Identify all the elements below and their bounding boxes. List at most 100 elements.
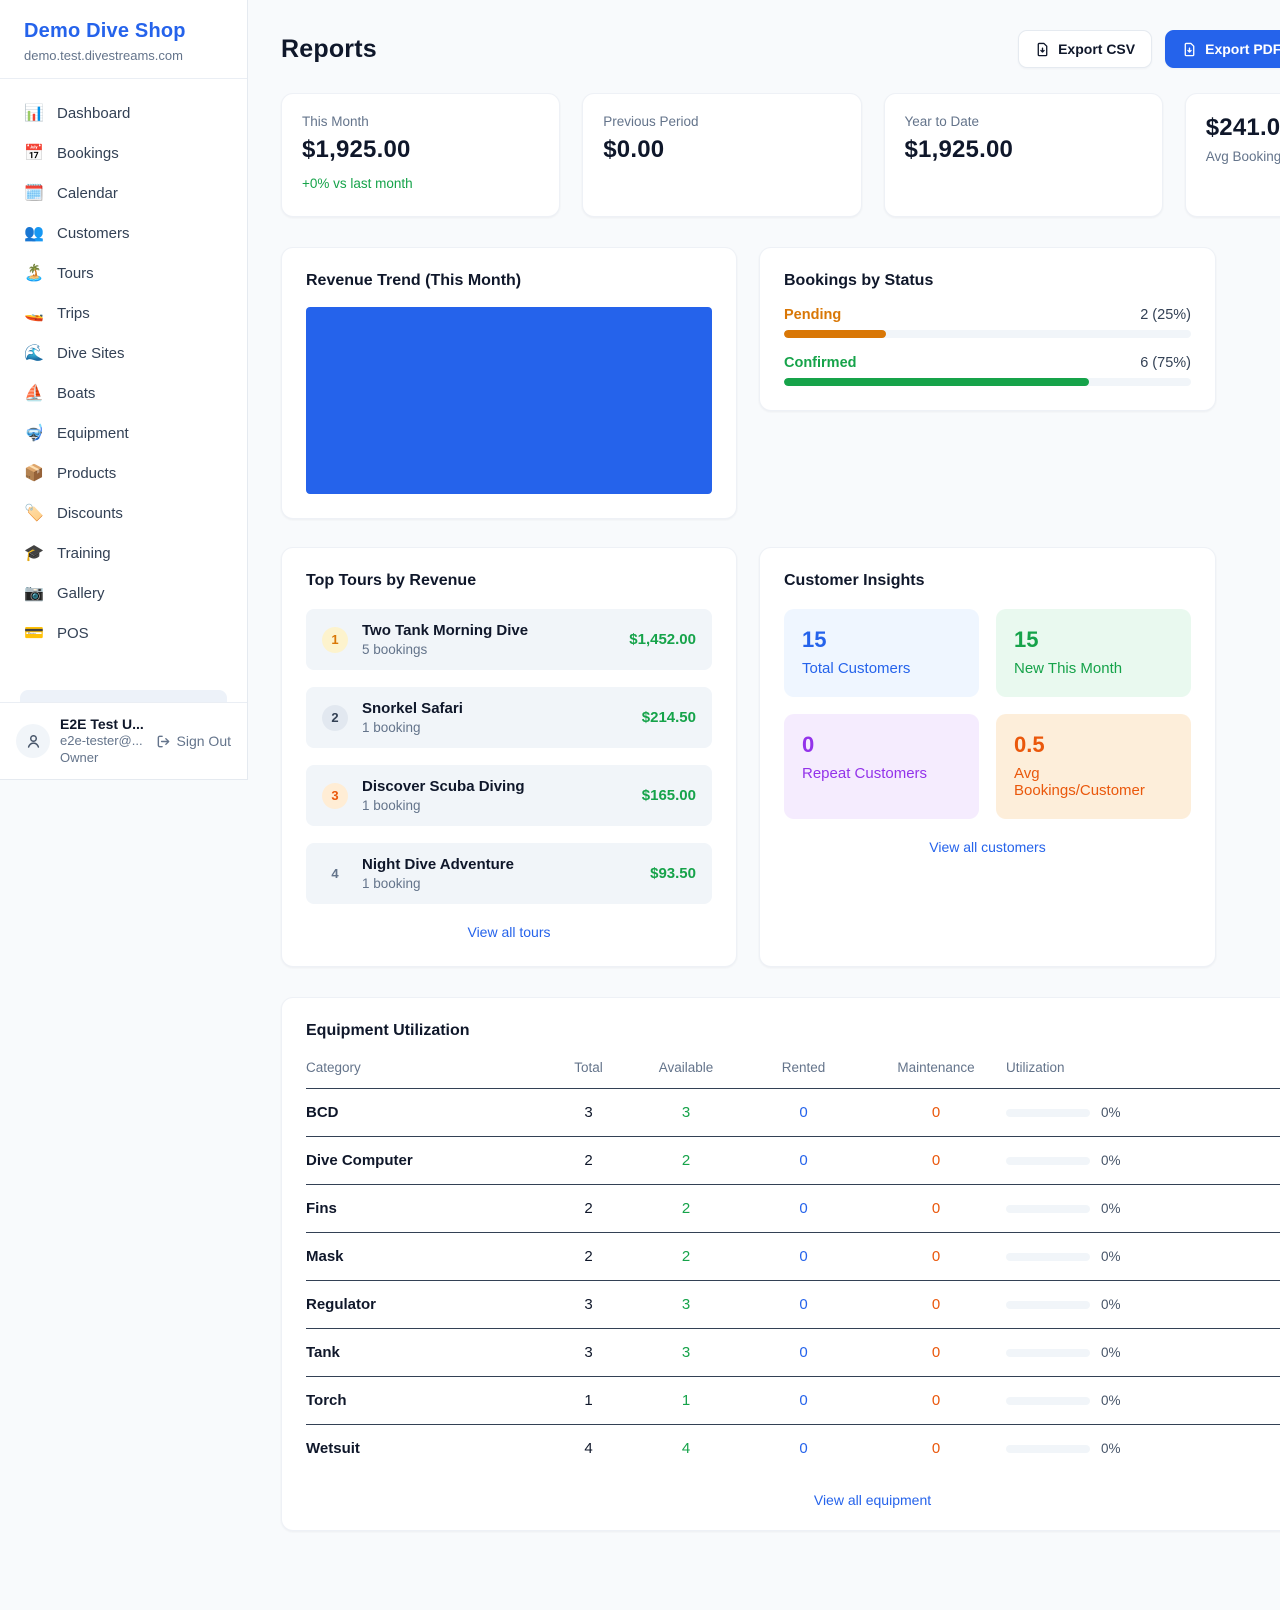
sidebar-nav-item[interactable]: 📊 Dashboard	[8, 93, 239, 133]
col-header-rented: Rented	[741, 1054, 866, 1089]
equipment-row: Regulator 3 3 0 0 0%	[306, 1280, 1280, 1329]
sidebar-header: Demo Dive Shop demo.test.divestreams.com	[0, 0, 247, 79]
sidebar-nav-item[interactable]: 🤿 Equipment	[8, 413, 239, 453]
equipment-available: 4	[681, 1440, 691, 1457]
nav-item-label: Boats	[57, 384, 96, 402]
export-csv-label: Export CSV	[1058, 41, 1136, 57]
user-info: E2E Test U... e2e-tester@... Owner	[60, 715, 144, 767]
equipment-total: 2	[546, 1232, 631, 1281]
stat-value: $1,925.00	[904, 136, 1014, 163]
insight-label: Repeat Customers	[802, 765, 928, 782]
sidebar-nav-item[interactable]: 👥 Customers	[8, 213, 239, 253]
equipment-row: BCD 3 3 0 0 0%	[306, 1088, 1280, 1137]
utilization-percent: 0%	[1101, 1345, 1121, 1360]
nav-item-label: Equipment	[57, 424, 129, 442]
header-actions: Export CSV Export PDF This Month	[1018, 30, 1280, 68]
nav-item-label: Bookings	[57, 144, 119, 162]
tour-bookings: 1 booking	[362, 798, 421, 813]
nav-item-label: Discounts	[57, 504, 123, 522]
view-all-customers-link[interactable]: View all customers	[929, 839, 1046, 855]
nav-item-icon: 📅	[24, 145, 44, 162]
stat-delta: +0% vs last month	[302, 176, 413, 191]
equipment-rented: 0	[741, 1088, 866, 1137]
tour-name: Night Dive Adventure	[362, 856, 514, 873]
insight-tile: 15 New This Month	[996, 609, 1191, 697]
utilization-percent: 0%	[1101, 1441, 1121, 1456]
status-count: 2 (25%)	[1140, 307, 1191, 323]
nav-item-icon: 📊	[24, 105, 44, 122]
equipment-maintenance: 0	[866, 1136, 1006, 1185]
bookings-by-status-title: Bookings by Status	[784, 272, 934, 289]
sidebar-nav-item[interactable]: 📅 Bookings	[8, 133, 239, 173]
export-pdf-button[interactable]: Export PDF	[1165, 30, 1280, 68]
tour-row: 4 Night Dive Adventure 1 booking $93.50	[306, 843, 712, 904]
status-bar-fill	[784, 330, 886, 338]
status-label: Pending	[784, 307, 842, 323]
equipment-total: 3	[546, 1280, 631, 1329]
tour-rank-badge: 3	[322, 782, 348, 809]
col-header-maintenance: Maintenance	[866, 1054, 1006, 1089]
nav-item-label: Dashboard	[57, 104, 131, 122]
sidebar-nav-item[interactable]: 🏷️ Discounts	[8, 493, 239, 533]
sidebar-nav-item[interactable]: 🎓 Training	[8, 533, 239, 573]
charts-row: Revenue Trend (This Month) Bookings by S…	[281, 247, 1280, 519]
equipment-available: 3	[631, 1280, 741, 1329]
tour-revenue: $93.50	[650, 865, 696, 882]
insight-label: New This Month	[1014, 660, 1123, 677]
equipment-category: Torch	[306, 1376, 546, 1425]
equipment-maintenance: 0	[866, 1184, 1006, 1233]
sidebar-nav-item[interactable]: 📦 Products	[8, 453, 239, 493]
export-csv-button[interactable]: Export CSV	[1018, 30, 1153, 68]
equipment-total: 3	[546, 1088, 631, 1137]
col-header-total: Total	[546, 1054, 631, 1089]
nav-item-label: Trips	[57, 304, 90, 322]
sidebar-nav-item[interactable]: ⛵ Boats	[8, 373, 239, 413]
equipment-maintenance: 0	[866, 1232, 1006, 1281]
view-all-equipment-link[interactable]: View all equipment	[813, 1492, 932, 1508]
equipment-utilization-title: Equipment Utilization	[306, 1022, 470, 1039]
stat-label: This Month	[302, 114, 369, 129]
stat-card: Avg Booking Value $241.00	[1184, 93, 1280, 217]
sign-out-label: Sign Out	[176, 733, 231, 750]
sign-out-button[interactable]: Sign Out	[156, 733, 231, 749]
equipment-total: 3	[546, 1328, 631, 1377]
nav-item-label: Customers	[57, 224, 130, 242]
utilization-bar	[1006, 1156, 1090, 1165]
status-label: Confirmed	[784, 355, 857, 371]
insight-label: Avg Bookings/Customer	[1014, 765, 1145, 799]
sidebar-nav-item[interactable]: 📷 Gallery	[8, 573, 239, 613]
equipment-row: Tank 3 3 0 0 0%	[306, 1328, 1280, 1377]
revenue-trend-chart	[306, 307, 712, 494]
sidebar-nav-item[interactable]: 🗓️ Calendar	[8, 173, 239, 213]
insight-tile: 0 Repeat Customers	[784, 714, 979, 819]
equipment-maintenance: 0	[931, 1440, 941, 1457]
equipment-rented: 0	[741, 1328, 866, 1377]
utilization-bar	[1006, 1300, 1090, 1309]
equipment-maintenance: 0	[866, 1280, 1006, 1329]
utilization-bar	[1006, 1396, 1090, 1405]
status-bar-track	[784, 330, 1191, 338]
equipment-available: 2	[631, 1184, 741, 1233]
utilization-percent: 0%	[1101, 1153, 1121, 1168]
stat-card: Previous Period $0.00	[582, 93, 862, 217]
top-tours-card: Top Tours by Revenue 1 Two Tank Morning …	[281, 547, 737, 967]
insight-value: 15	[802, 627, 827, 652]
sidebar-nav-item[interactable]: 💳 POS	[8, 613, 239, 653]
nav-item-icon: 💳	[24, 625, 44, 642]
equipment-rented: 0	[741, 1280, 866, 1329]
sidebar-nav: 📊 Dashboard 📅 Bookings 🗓️ Calendar 👥 Cus…	[0, 79, 247, 703]
shop-domain: demo.test.divestreams.com	[24, 48, 183, 63]
bookings-by-status-card: Bookings by Status Pending 2 (25%) Confi…	[759, 247, 1216, 411]
stat-value: $1,925.00	[302, 136, 411, 163]
revenue-trend-card: Revenue Trend (This Month)	[281, 247, 737, 519]
tour-row: 1 Two Tank Morning Dive 5 bookings $1,45…	[306, 609, 712, 670]
sidebar-nav-item[interactable]: 🌊 Dive Sites	[8, 333, 239, 373]
equipment-available: 2	[631, 1136, 741, 1185]
sidebar-nav-item[interactable]: 🏝️ Tours	[8, 253, 239, 293]
tour-bookings: 1 booking	[362, 876, 421, 891]
tour-revenue: $165.00	[641, 787, 696, 804]
nav-item-icon: 🎓	[24, 545, 44, 562]
nav-item-icon: 🤿	[24, 425, 44, 442]
view-all-tours-link[interactable]: View all tours	[467, 924, 551, 940]
sidebar-nav-item[interactable]: 🚤 Trips	[8, 293, 239, 333]
